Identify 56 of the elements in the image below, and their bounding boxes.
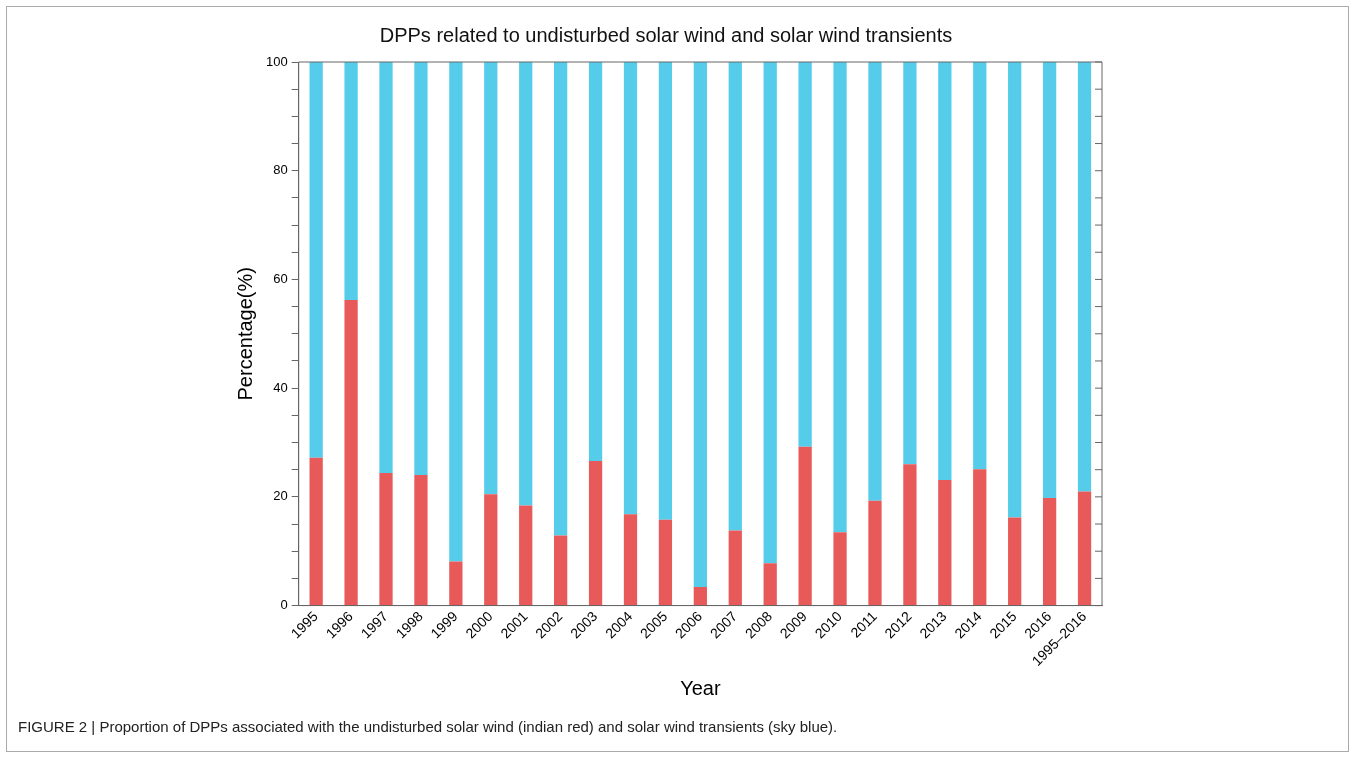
bar bbox=[798, 446, 812, 606]
bar bbox=[1077, 62, 1092, 492]
bar bbox=[588, 62, 603, 461]
y-tick-label: 60 bbox=[273, 271, 288, 287]
bar bbox=[554, 62, 568, 536]
bar bbox=[379, 472, 393, 606]
bar bbox=[414, 62, 428, 476]
bar bbox=[1077, 491, 1092, 606]
bar bbox=[519, 505, 533, 606]
bar bbox=[623, 62, 638, 515]
bar bbox=[519, 62, 533, 506]
bar bbox=[1008, 517, 1022, 606]
bar bbox=[344, 300, 358, 606]
x-axis-title: Year bbox=[680, 676, 721, 699]
bar bbox=[1042, 62, 1057, 498]
y-tick-label: 40 bbox=[273, 379, 288, 395]
y-tick-label: 0 bbox=[280, 597, 288, 613]
bar bbox=[833, 62, 847, 533]
y-tick-label: 20 bbox=[273, 488, 288, 504]
bar bbox=[903, 62, 917, 465]
bar bbox=[449, 62, 463, 562]
bar bbox=[763, 62, 777, 564]
y-tick-label: 100 bbox=[265, 53, 288, 69]
bar bbox=[623, 514, 638, 606]
bar bbox=[309, 457, 323, 606]
bar bbox=[938, 62, 952, 481]
bar bbox=[379, 62, 393, 473]
bar bbox=[588, 460, 603, 606]
bar bbox=[554, 535, 568, 606]
y-tick-label: 80 bbox=[273, 162, 288, 178]
bar bbox=[658, 62, 673, 520]
bar bbox=[693, 62, 707, 588]
bar bbox=[309, 62, 323, 458]
y-axis-title: Percentage(%) bbox=[233, 267, 256, 401]
bar bbox=[868, 500, 882, 606]
bar bbox=[344, 62, 358, 301]
bar bbox=[484, 494, 498, 606]
bar bbox=[973, 62, 987, 470]
bar bbox=[763, 563, 777, 606]
bar bbox=[414, 475, 428, 606]
bar bbox=[1008, 62, 1022, 518]
bar bbox=[1042, 497, 1057, 606]
bar bbox=[449, 561, 463, 606]
bar bbox=[798, 62, 812, 447]
bar bbox=[938, 480, 952, 606]
caption: FIGURE 2 | Proportion of DPPs associated with the undisturbed solar wind (indian red) and solar wind transients (sky blue). bbox=[18, 718, 838, 735]
bar bbox=[973, 469, 987, 606]
bar bbox=[693, 587, 707, 606]
bar bbox=[728, 62, 742, 531]
bar bbox=[484, 62, 498, 495]
bar bbox=[903, 464, 917, 606]
bar bbox=[833, 532, 847, 606]
chart-title: DPPs related to undisturbed solar wind and solar wind transients bbox=[379, 23, 953, 46]
bar bbox=[658, 519, 673, 606]
bar bbox=[728, 530, 742, 606]
bar bbox=[868, 62, 882, 501]
